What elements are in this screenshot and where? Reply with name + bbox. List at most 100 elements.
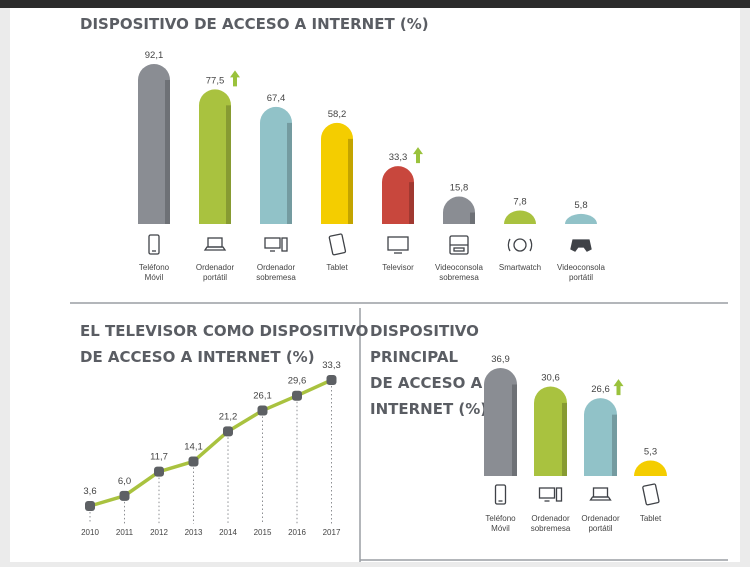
chart3-title-line3: DE ACCESO A <box>370 374 483 392</box>
chart2-value-label: 11,7 <box>150 452 168 463</box>
phone-icon <box>148 234 160 255</box>
console-icon <box>449 235 469 255</box>
chart3-category-label-line: sobremesa <box>531 524 571 533</box>
chart1-category-label-line: sobremesa <box>256 273 296 282</box>
tablet-icon <box>328 233 347 256</box>
tablet-icon <box>642 483 660 506</box>
chart1-bar <box>260 106 292 224</box>
laptop-screen <box>207 237 223 248</box>
chart2-year-label: 2016 <box>288 528 306 537</box>
chart3-bar-body <box>484 368 517 476</box>
chart3-category-label-line: Ordenador <box>581 514 620 523</box>
infographic-canvas: DISPOSITIVO DE ACCESO A INTERNET (%) 92,… <box>70 15 728 562</box>
desktop-tower <box>281 237 288 252</box>
chart1-bar-body <box>138 64 170 224</box>
chart1-bar-body <box>199 89 231 224</box>
chart1-bar-shade <box>348 138 353 224</box>
watch-waves <box>507 238 533 252</box>
chart1-category-label: Videoconsola portátil <box>557 263 605 282</box>
chart3-bar-shade <box>562 402 567 476</box>
chart3-bar-shade <box>512 384 517 476</box>
chart3-title-line2: PRINCIPAL <box>370 348 458 366</box>
chart2-year-label: 2017 <box>323 528 341 537</box>
chart1-bar <box>321 122 353 224</box>
chart3-category-label-line: portátil <box>588 524 612 533</box>
chart3-category-label-line: Ordenador <box>531 514 570 523</box>
chart3-category-label: Ordenador portátil <box>581 514 620 533</box>
chart1-value-label: 58,2 <box>328 109 347 120</box>
chart3-bar-body <box>584 398 617 476</box>
chart2-tv-line: 3,6 2010 6,0 2011 11,7 2012 14,1 2013 21,2 2014 26… <box>81 360 341 537</box>
chart3-title-line4: INTERNET (%) <box>370 400 487 418</box>
chart1-category-label-line: sobremesa <box>439 273 479 282</box>
laptop-base <box>589 496 612 501</box>
tv-screen <box>387 236 409 251</box>
chart3-title-line1: DISPOSITIVO <box>370 322 479 340</box>
chart2-point <box>223 426 233 437</box>
chart2-point <box>326 375 337 385</box>
watch-face <box>513 238 527 252</box>
chart1-category-label: Ordenador portátil <box>196 263 235 282</box>
chart2-year-label: 2015 <box>254 528 272 537</box>
laptop-icon <box>203 237 227 251</box>
smartwatch-icon <box>507 238 533 252</box>
chart1-value-label: 92,1 <box>145 50 164 61</box>
chart1-value-label: 67,4 <box>267 93 286 104</box>
gamepad-body <box>570 239 592 252</box>
desktop-icon <box>264 237 288 252</box>
phone-body <box>148 234 160 255</box>
console-slot <box>453 247 465 252</box>
up-arrow-icon <box>413 147 423 164</box>
chart2-value-label: 26,1 <box>253 391 272 402</box>
chart1-bar-body <box>321 122 353 224</box>
laptop-icon <box>589 487 612 501</box>
chart3-category-label-line: Teléfono <box>485 514 516 523</box>
chart1-category-label-line: Videoconsola <box>435 263 483 272</box>
tablet-body <box>328 233 347 256</box>
infographic-panel: DISPOSITIVO DE ACCESO A INTERNET (%) 92,… <box>10 8 740 562</box>
chart1-category-label-line: Televisor <box>382 263 414 272</box>
chart1-title: DISPOSITIVO DE ACCESO A INTERNET (%) <box>80 15 429 33</box>
chart3-category-label: Ordenador sobremesa <box>531 514 571 533</box>
laptop-screen <box>592 487 609 498</box>
chart1-category-label: Ordenador sobremesa <box>256 263 296 282</box>
chart3-value-label: 36,9 <box>491 354 510 365</box>
chart2-year-label: 2010 <box>81 528 99 537</box>
top-bar <box>0 0 750 8</box>
chart1-bar <box>138 64 170 224</box>
chart2-point <box>257 405 268 416</box>
chart2-value-label: 21,2 <box>219 411 238 422</box>
up-arrow-icon <box>230 70 240 87</box>
chart3-bar-shade <box>612 414 617 476</box>
chart1-category-label-line: Teléfono <box>139 263 170 272</box>
chart2-year-label: 2014 <box>219 528 237 537</box>
chart2-value-label: 29,6 <box>288 376 307 387</box>
chart1-category-label-line: Ordenador <box>257 263 296 272</box>
chart1-device-bars: 92,1 Teléfono Móvil 77,5 Ordenador portátil 67… <box>138 50 605 282</box>
chart3-bar-body <box>534 386 567 476</box>
chart3-category-label-line: Tablet <box>640 514 662 523</box>
chart1-value-label: 77,5 <box>206 75 225 86</box>
chart2-value-label: 6,0 <box>118 476 131 487</box>
chart3-bar <box>484 368 517 476</box>
chart2-point <box>292 390 302 401</box>
chart1-bar-body <box>260 106 292 224</box>
chart1-category-label-line: Móvil <box>145 273 164 282</box>
chart1-category-label-line: Smartwatch <box>499 263 541 272</box>
chart2-point <box>85 501 95 511</box>
chart3-category-label: Tablet <box>640 514 662 523</box>
chart3-bar <box>634 460 667 476</box>
chart1-category-label: Televisor <box>382 263 414 272</box>
chart1-bar <box>504 210 536 224</box>
up-arrow-icon <box>613 379 624 396</box>
chart3-value-label: 30,6 <box>541 372 560 383</box>
tablet-body <box>642 483 660 506</box>
chart3-bar <box>584 398 617 476</box>
chart1-category-label: Smartwatch <box>499 263 541 272</box>
chart2-point <box>188 456 199 467</box>
chart1-category-label-line: Tablet <box>326 263 348 272</box>
tv-icon <box>387 236 409 254</box>
chart1-bar-body <box>382 166 414 224</box>
chart1-value-label: 5,8 <box>574 200 587 211</box>
